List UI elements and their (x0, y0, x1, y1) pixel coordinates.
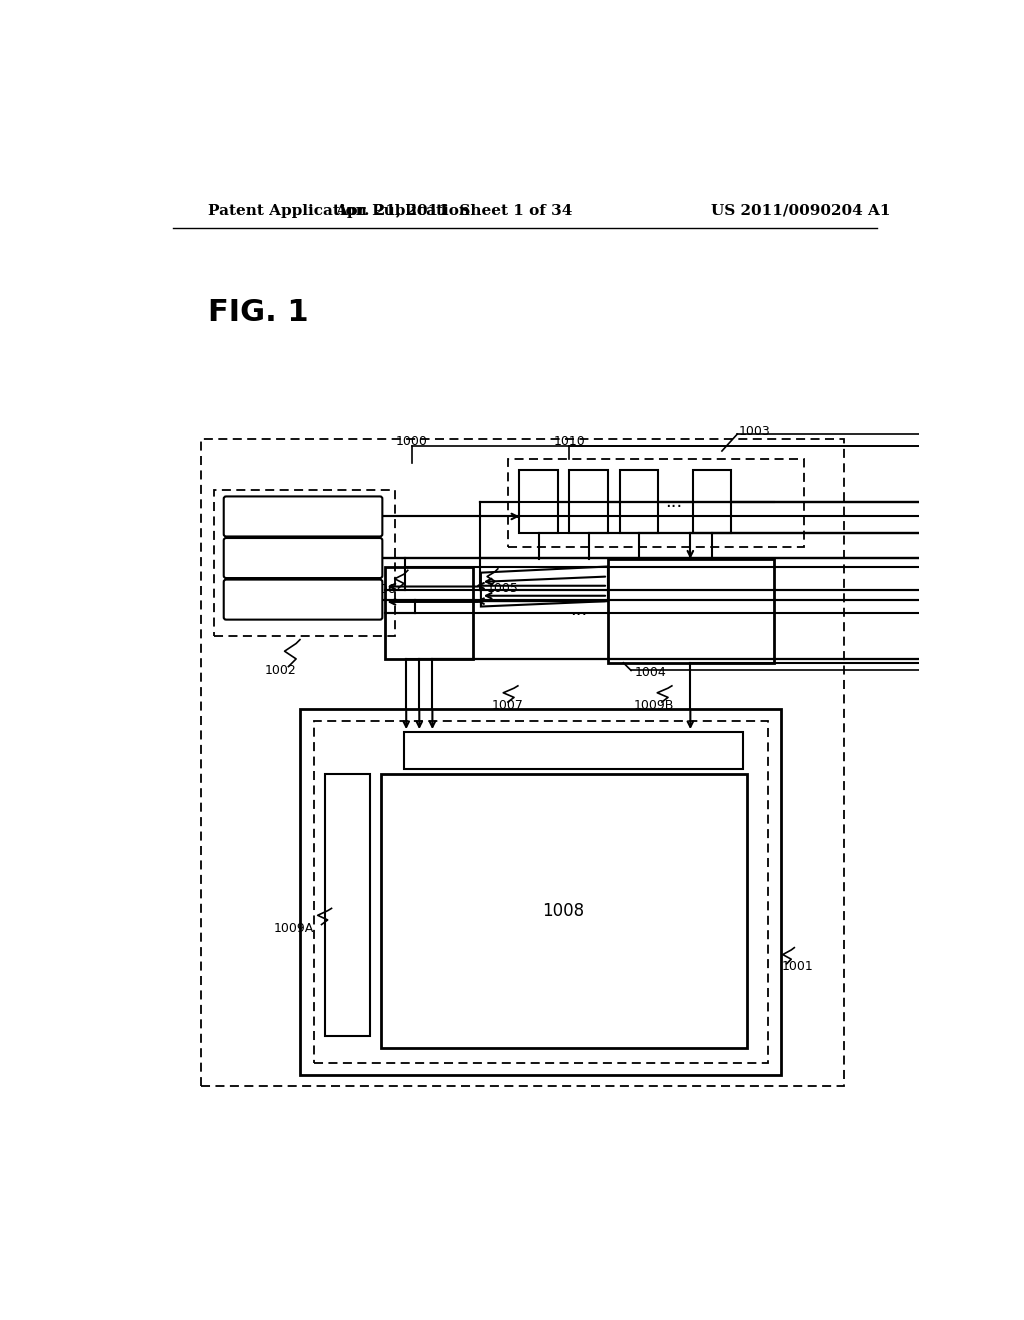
Text: Data: Data (287, 510, 319, 524)
Bar (608, 558, 773, 663)
Text: 1008: 1008 (543, 903, 585, 920)
Bar (403, 733, 742, 770)
Text: 1010: 1010 (554, 436, 586, 449)
Text: US 2011/0090204 A1: US 2011/0090204 A1 (711, 203, 890, 218)
Text: 1001: 1001 (781, 961, 813, 973)
Bar (214, 490, 394, 636)
Text: 1004: 1004 (635, 667, 667, 680)
Bar (313, 721, 768, 1063)
Text: SP, CK ,Res: SP, CK ,Res (264, 550, 342, 565)
Text: ...: ... (666, 492, 683, 511)
Text: Apr. 21, 2011  Sheet 1 of 34: Apr. 21, 2011 Sheet 1 of 34 (335, 203, 572, 218)
Text: 1000: 1000 (395, 436, 428, 449)
Bar (326, 775, 370, 1036)
Text: 1003: 1003 (739, 425, 771, 438)
FancyBboxPatch shape (223, 579, 382, 619)
Bar (569, 470, 608, 533)
Bar (381, 775, 746, 1048)
Bar (519, 470, 558, 533)
Text: 1009A: 1009A (273, 921, 313, 935)
Text: 1009B: 1009B (634, 698, 675, 711)
Text: 1005: 1005 (486, 582, 518, 594)
Text: ...: ... (570, 602, 588, 619)
FancyBboxPatch shape (223, 496, 382, 536)
Text: 1007: 1007 (492, 698, 524, 711)
Text: 1002: 1002 (265, 664, 297, 677)
Bar (300, 709, 781, 1074)
Bar (692, 470, 731, 533)
Bar (202, 440, 845, 1086)
Bar (508, 459, 804, 548)
Text: VDD, VSS: VDD, VSS (269, 593, 337, 607)
Bar (385, 566, 473, 659)
FancyBboxPatch shape (223, 539, 382, 578)
Bar (620, 470, 658, 533)
Text: FIG. 1: FIG. 1 (208, 298, 308, 327)
Text: Patent Application Publication: Patent Application Publication (208, 203, 470, 218)
Text: 1006: 1006 (365, 583, 396, 597)
